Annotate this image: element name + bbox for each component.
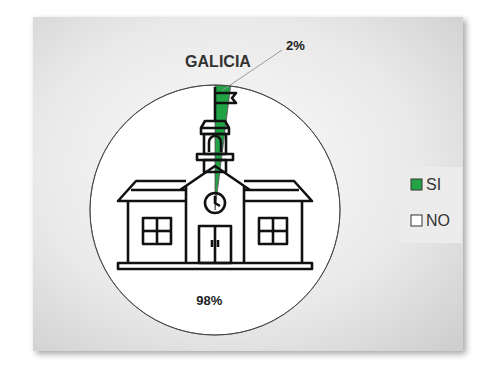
icon-line [180, 166, 250, 190]
school-icon [118, 87, 312, 269]
icon-line [118, 181, 186, 201]
icon-line [185, 186, 188, 263]
legend-box [400, 167, 462, 243]
icon-rect [118, 263, 312, 269]
data-label: 98% [196, 293, 222, 308]
icon-line [143, 230, 171, 233]
legend-label: SI [426, 176, 441, 193]
chart-container: 2% 98% GALICIA SI NO [0, 0, 478, 367]
icon-rect [259, 218, 287, 244]
pie-outline [90, 85, 340, 335]
legend-swatch [411, 215, 422, 226]
icon-line [243, 186, 246, 263]
labels: 2% 98% [196, 38, 305, 308]
icon-line [215, 93, 236, 103]
legend-swatch [411, 179, 422, 190]
icon-rect [199, 226, 231, 263]
icon-line [211, 240, 214, 247]
icon-line [209, 136, 221, 152]
pie-slice [90, 85, 340, 335]
title: GALICIA [185, 53, 251, 70]
icon-line [244, 189, 299, 192]
icon-line [215, 196, 220, 206]
icon-clock [205, 193, 225, 213]
icon-line [301, 201, 304, 263]
pie [90, 85, 340, 335]
icon-line [127, 201, 130, 263]
icon-line [259, 230, 287, 233]
icon-line [131, 189, 186, 192]
data-label: 2% [286, 38, 305, 53]
legend: SI NO [400, 167, 462, 243]
panel [33, 17, 463, 351]
legend-label: NO [426, 212, 450, 229]
icon-line [217, 240, 220, 247]
icon-rect [204, 134, 226, 154]
icon-line [244, 181, 312, 201]
icon-line [214, 226, 217, 263]
icon-rect [143, 218, 171, 244]
chart: 2% 98% GALICIA SI NO [0, 0, 478, 367]
